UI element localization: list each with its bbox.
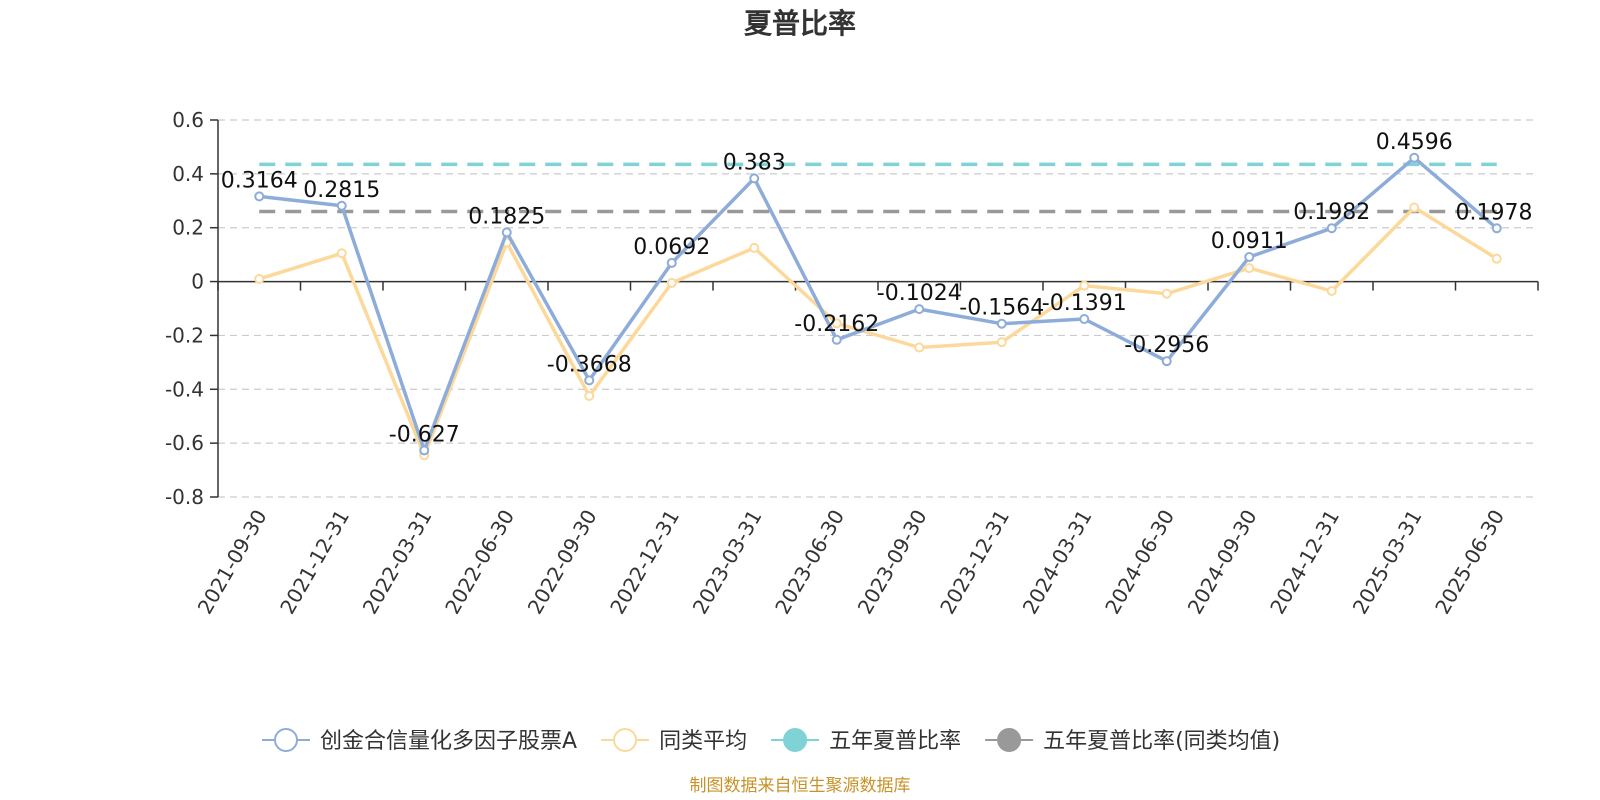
y-tick-label: 0.4: [172, 162, 204, 186]
data-point: [831, 318, 842, 329]
legend-item[interactable]: 创金合信量化多因子股票A: [262, 728, 577, 754]
data-point: [996, 337, 1007, 348]
data-point: [336, 248, 347, 259]
chart-title: 夏普比率: [744, 7, 856, 40]
data-point: [584, 375, 595, 386]
data-label: -0.1564: [959, 296, 1044, 321]
data-point: [336, 200, 347, 211]
data-point: [1491, 253, 1502, 264]
legend-label: 五年夏普比率: [829, 729, 961, 754]
data-label: 0.1978: [1456, 200, 1533, 225]
data-label: -0.2956: [1124, 333, 1209, 358]
x-tick-label: 2023-12-31: [935, 506, 1014, 619]
series-line: [258, 205, 1498, 458]
legend-marker-icon: [274, 728, 298, 752]
data-label: 0.1982: [1293, 200, 1370, 225]
x-tick-label: 2023-06-30: [770, 506, 849, 619]
data-point: [1161, 288, 1172, 299]
x-tick-label: 2023-09-30: [853, 506, 932, 619]
data-point: [914, 304, 925, 315]
data-point: [1326, 285, 1337, 296]
data-point: [1326, 223, 1337, 234]
data-point: [419, 445, 430, 456]
data-point: [254, 191, 265, 202]
data-label: -0.2162: [794, 312, 879, 337]
legend-marker-icon: [613, 728, 638, 752]
data-point: [914, 342, 925, 353]
data-label: -0.627: [389, 422, 460, 447]
data-point: [831, 334, 842, 345]
x-tick-label: 2022-06-30: [440, 506, 519, 619]
series-lines: [254, 152, 1502, 461]
data-point: [749, 242, 760, 253]
y-tick-label: -0.4: [165, 377, 204, 401]
data-label: -0.3668: [547, 352, 632, 377]
data-label: 0.0911: [1211, 229, 1288, 254]
x-tick-label: 2021-09-30: [193, 506, 272, 619]
legend-marker-icon: [997, 728, 1022, 752]
data-point: [1491, 223, 1502, 234]
data-point: [996, 318, 1007, 329]
data-point: [1161, 356, 1172, 367]
legend-item[interactable]: 同类平均: [601, 728, 747, 754]
legend-marker-icon: [783, 728, 808, 752]
data-point: [666, 257, 677, 268]
data-point: [254, 273, 265, 284]
x-tick-label: 2025-06-30: [1430, 506, 1509, 619]
data-point: [749, 173, 760, 184]
data-point: [666, 277, 677, 288]
legend-label: 五年夏普比率(同类均值): [1043, 729, 1280, 754]
x-tick-label: 2024-09-30: [1183, 506, 1262, 619]
legend-label: 创金合信量化多因子股票A: [320, 729, 577, 754]
x-tick-label: 2022-03-31: [358, 506, 437, 619]
x-tick-label: 2024-06-30: [1100, 506, 1179, 619]
data-point: [1409, 202, 1420, 213]
data-label: 0.2815: [303, 178, 380, 203]
data-label: 0.383: [723, 150, 786, 175]
data-labels: 0.3164 0.2815 -0.627 0.1825 -0.3668 0.0692 0.3…: [221, 130, 1533, 448]
x-tick-label: 2024-12-31: [1265, 506, 1344, 619]
data-point: [501, 227, 512, 238]
data-label: 0.3164: [221, 168, 298, 193]
data-point: [1244, 252, 1255, 263]
legend[interactable]: 创金合信量化多因子股票A 同类平均 五年夏普比率 五年夏普比率(同类均值): [262, 728, 1280, 754]
x-tick-label: 2023-03-31: [688, 506, 767, 619]
source-note: 制图数据来自恒生聚源数据库: [690, 776, 911, 796]
data-label: 0.4596: [1376, 130, 1453, 155]
data-point: [1409, 152, 1420, 163]
series-line: [259, 156, 1498, 453]
data-point: [584, 391, 595, 402]
y-tick-label: 0.6: [172, 108, 204, 132]
x-tick-label: 2025-03-31: [1348, 506, 1427, 619]
data-point: [1079, 280, 1090, 291]
x-tick-label: 2021-12-31: [275, 506, 354, 619]
y-tick-label: -0.8: [165, 485, 204, 509]
data-label: 0.1825: [468, 204, 545, 229]
data-label: 0.0692: [633, 235, 710, 260]
data-point: [1079, 314, 1090, 325]
y-tick-label: -0.6: [165, 431, 204, 455]
data-point: [1244, 263, 1255, 274]
legend-label: 同类平均: [659, 729, 747, 754]
y-tick-label: 0: [191, 270, 204, 294]
x-tick-label: 2024-03-31: [1018, 506, 1097, 619]
data-label: -0.1024: [877, 281, 962, 306]
legend-item[interactable]: 五年夏普比率: [771, 728, 961, 754]
y-tick-label: -0.2: [165, 323, 204, 347]
x-tick-label: 2022-09-30: [523, 506, 602, 619]
y-tick-label: 0.2: [172, 216, 204, 240]
data-label: -0.1391: [1042, 291, 1127, 316]
x-tick-label: 2022-12-31: [605, 506, 684, 619]
legend-item[interactable]: 五年夏普比率(同类均值): [985, 728, 1280, 754]
